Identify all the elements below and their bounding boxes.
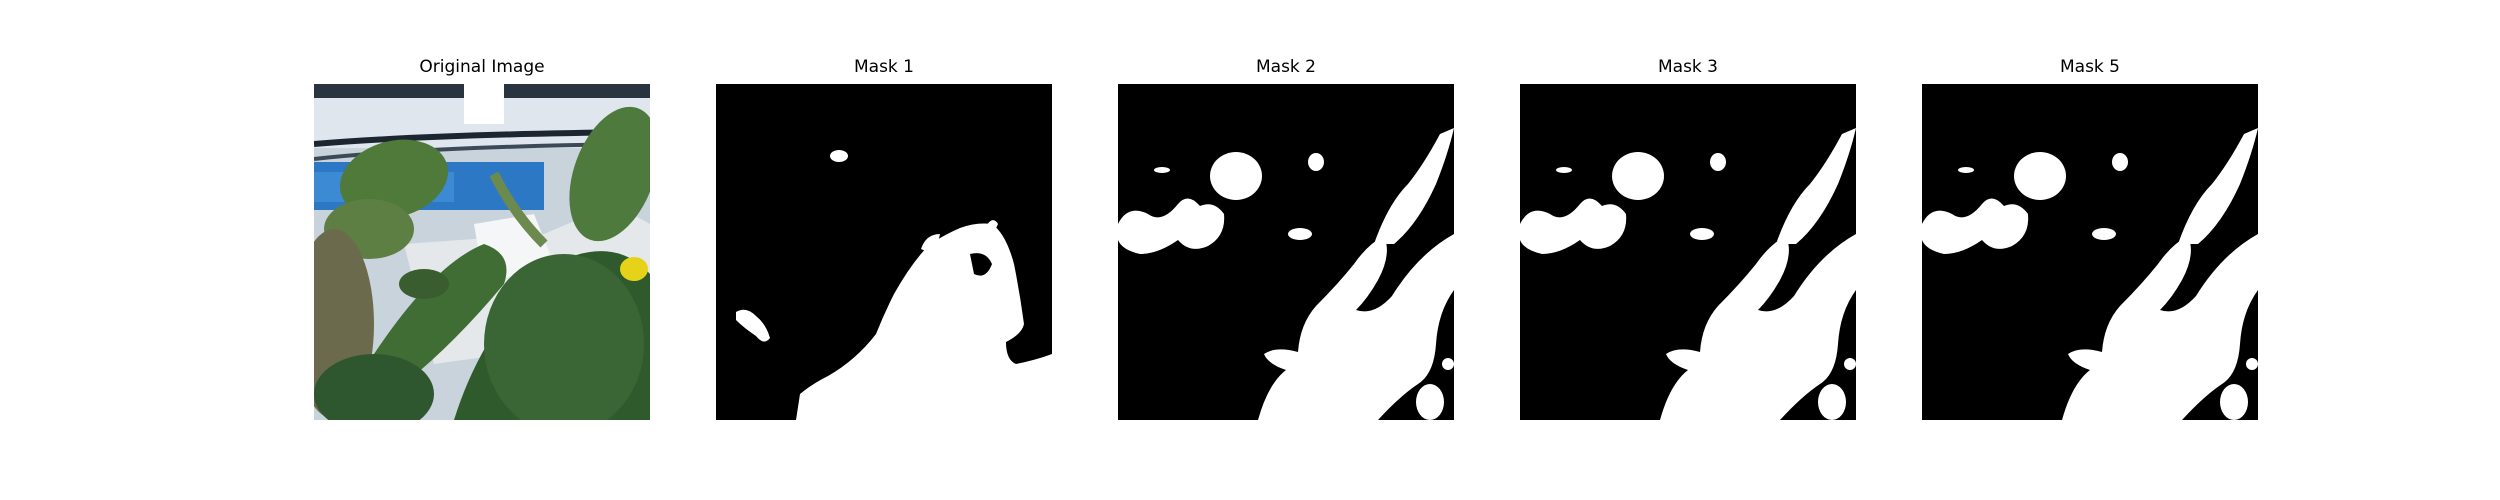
original-image-title: Original Image bbox=[419, 57, 545, 77]
mask-2-title: Mask 2 bbox=[1255, 57, 1316, 77]
mask-1-image bbox=[716, 84, 1052, 420]
original-image bbox=[314, 84, 650, 420]
mask-3-image bbox=[1520, 84, 1856, 420]
mask-2-image bbox=[1118, 84, 1454, 420]
mask-1-title: Mask 1 bbox=[853, 57, 914, 77]
mask-5-image bbox=[1922, 84, 2258, 420]
mask-5-title: Mask 5 bbox=[2059, 57, 2120, 77]
mask-3-title: Mask 3 bbox=[1657, 57, 1718, 77]
